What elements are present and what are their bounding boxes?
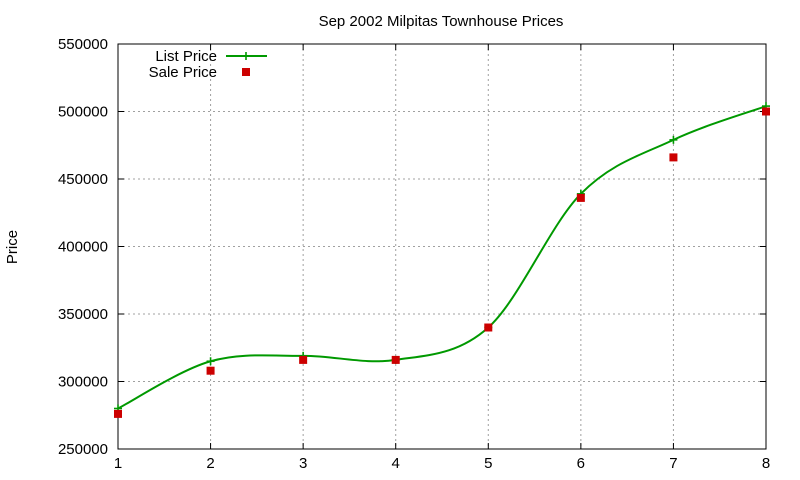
sale-price-point xyxy=(762,107,770,116)
y-tick-label: 250000 xyxy=(58,441,108,458)
sale-price-point xyxy=(484,323,493,332)
legend-marker-sale-price xyxy=(242,68,250,76)
chart-title: Sep 2002 Milpitas Townhouse Prices xyxy=(319,13,564,30)
sale-price-point xyxy=(576,193,585,202)
y-tick-label: 300000 xyxy=(58,374,108,391)
legend-label-list-price: List Price xyxy=(155,48,217,65)
x-tick-label: 2 xyxy=(206,455,214,472)
sale-price-point xyxy=(114,409,122,418)
legend-marker-list-price xyxy=(242,52,250,60)
y-tick-label: 350000 xyxy=(58,306,108,323)
legend: List Price Sale Price xyxy=(149,48,267,81)
sale-price-point xyxy=(669,153,678,162)
sale-price-point xyxy=(391,355,400,364)
x-tick-label: 3 xyxy=(299,455,307,472)
x-tick-label: 8 xyxy=(762,455,770,472)
x-tick-label: 4 xyxy=(392,455,400,472)
x-tick-label: 6 xyxy=(577,455,585,472)
sale-price-point xyxy=(206,366,215,375)
series-line-list-price xyxy=(117,105,767,410)
x-tick-label: 7 xyxy=(669,455,677,472)
sale-price-point xyxy=(299,355,308,364)
legend-label-sale-price: Sale Price xyxy=(149,64,217,81)
x-tick-label: 5 xyxy=(484,455,492,472)
y-tick-label: 400000 xyxy=(58,239,108,256)
y-tick-label: 450000 xyxy=(58,171,108,188)
series xyxy=(114,102,770,418)
grid xyxy=(118,44,766,449)
plot-frame xyxy=(117,43,767,450)
y-axis-label: Price xyxy=(4,230,21,264)
y-tick-label: 550000 xyxy=(58,36,108,53)
x-tick-label: 1 xyxy=(114,455,122,472)
y-tick-label: 500000 xyxy=(58,104,108,121)
list-price-point xyxy=(206,357,215,366)
axis-ticks: 1 2 3 4 5 6 7 8 250000 300000 350000 400000 450000 50… xyxy=(58,36,770,472)
list-price-point xyxy=(669,135,678,144)
